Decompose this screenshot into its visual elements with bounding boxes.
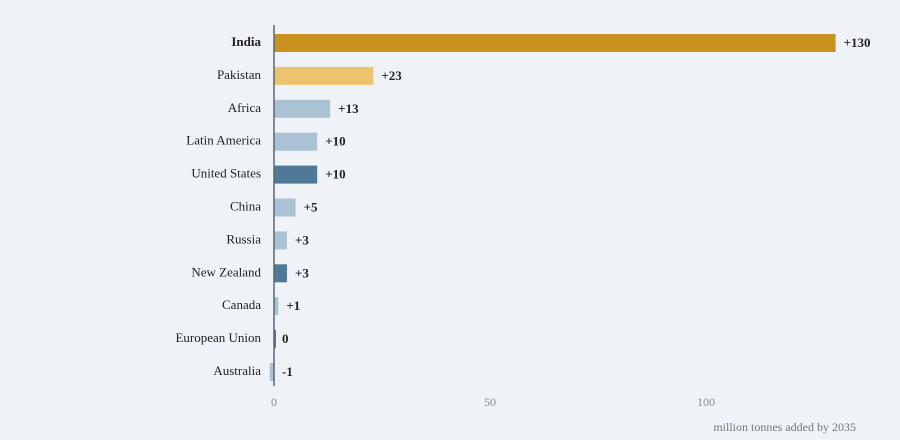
value-label: +13 [338, 101, 359, 116]
bar [274, 66, 374, 85]
bar [274, 231, 287, 250]
value-label: +23 [381, 68, 402, 83]
bar [269, 363, 274, 381]
bar [274, 34, 836, 52]
bar [274, 99, 331, 118]
x-tick-label: 100 [697, 395, 715, 409]
value-label: +3 [295, 232, 309, 247]
category-label: New Zealand [191, 264, 261, 279]
value-label: -1 [282, 364, 293, 379]
value-label: +1 [286, 298, 300, 313]
category-label: European Union [175, 330, 261, 345]
value-label: +10 [325, 134, 345, 149]
category-label: China [230, 198, 261, 213]
bar [274, 165, 318, 184]
bar [274, 198, 296, 217]
value-label: 0 [282, 331, 289, 346]
value-label: +5 [304, 199, 318, 214]
category-label: Canada [222, 297, 261, 312]
bar [274, 264, 287, 283]
category-label: Africa [228, 100, 261, 115]
category-label: Latin America [186, 133, 261, 148]
value-label: +130 [844, 35, 871, 50]
category-label: India [231, 34, 261, 49]
bar [274, 297, 279, 316]
value-label: +3 [295, 265, 309, 280]
bar [274, 330, 276, 349]
category-label: Russia [226, 231, 261, 246]
x-axis-title: million tonnes added by 2035 [713, 420, 856, 434]
value-label: +10 [325, 167, 345, 182]
x-tick-label: 50 [484, 395, 496, 409]
bar [274, 132, 318, 151]
category-label: Australia [213, 363, 261, 378]
x-tick-label: 0 [271, 395, 277, 409]
category-label: Pakistan [217, 67, 262, 82]
category-label: United States [191, 166, 261, 181]
